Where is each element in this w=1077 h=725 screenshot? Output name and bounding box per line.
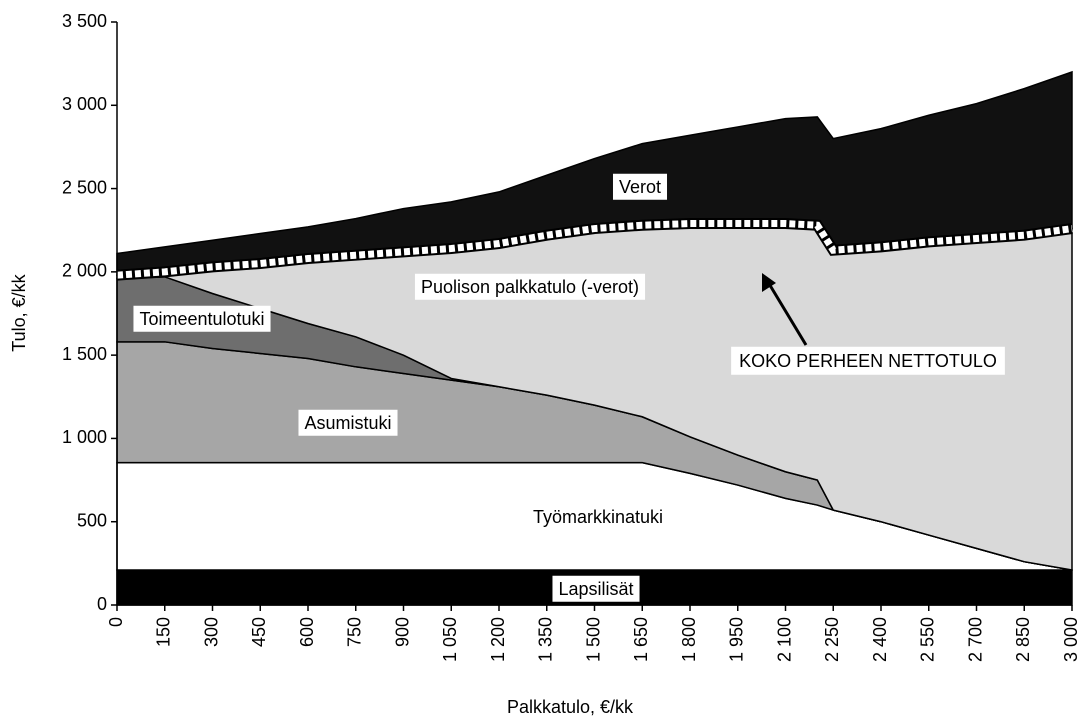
arrow-head [762,273,776,292]
y-tick-label: 1 000 [62,427,107,447]
label-box [414,273,646,300]
arrow-line [766,281,808,346]
label-box [731,346,1005,375]
x-tick-label: 0 [106,617,126,627]
series-label-group: Työmarkkinatuki [533,507,663,527]
x-tick-label: 900 [392,617,412,647]
x-tick-label: 2 400 [870,617,890,662]
x-tick-label: 1 950 [727,617,747,662]
x-tick-label: 2 250 [822,617,842,662]
series-label: Asumistuki [304,413,391,433]
x-tick-label: 3 000 [1061,617,1077,662]
x-tick-label: 1 050 [440,617,460,662]
y-tick-label: 0 [97,594,107,614]
series-label: Lapsilisät [558,579,633,599]
x-tick-label: 450 [249,617,269,647]
y-tick-label: 1 500 [62,344,107,364]
y-tick-label: 2 500 [62,177,107,197]
y-axis-title: Tulo, €/kk [9,273,29,351]
x-tick-label: 2 850 [1013,617,1033,662]
series-label: Työmarkkinatuki [533,507,663,527]
x-tick-label: 1 650 [631,617,651,662]
series-label-group: Asumistuki [298,409,398,436]
x-axis-title: Palkkatulo, €/kk [507,697,634,717]
label-box [552,575,640,602]
label-box [133,305,271,332]
x-tick-label: 2 550 [918,617,938,662]
y-tick-label: 3 000 [62,94,107,114]
x-tick-label: 1 800 [679,617,699,662]
series-label-group: Verot [612,173,668,200]
y-tick-label: 3 500 [62,11,107,31]
x-tick-label: 2 700 [965,617,985,662]
series-label-group: Toimeentulotuki [133,305,271,332]
x-tick-label: 1 350 [536,617,556,662]
x-tick-label: 600 [297,617,317,647]
x-tick-label: 1 200 [488,617,508,662]
net-income-line [116,220,1073,279]
series-label: Toimeentulotuki [139,309,264,329]
label-box [612,173,668,200]
x-tick-label: 150 [154,617,174,647]
annotation: KOKO PERHEEN NETTOTULO [739,351,997,371]
y-tick-label: 500 [77,510,107,530]
annotation-group: KOKO PERHEEN NETTOTULO [731,346,1005,375]
series-label: Puolison palkkatulo (-verot) [421,277,639,297]
x-tick-label: 300 [201,617,221,647]
series-label-group: Lapsilisät [552,575,640,602]
x-tick-label: 1 500 [583,617,603,662]
label-box [298,409,398,436]
series-label: Verot [619,177,661,197]
x-tick-label: 2 100 [774,617,794,662]
x-tick-label: 750 [345,617,365,647]
y-tick-label: 2 000 [62,261,107,281]
series-label-group: Puolison palkkatulo (-verot) [414,273,646,300]
